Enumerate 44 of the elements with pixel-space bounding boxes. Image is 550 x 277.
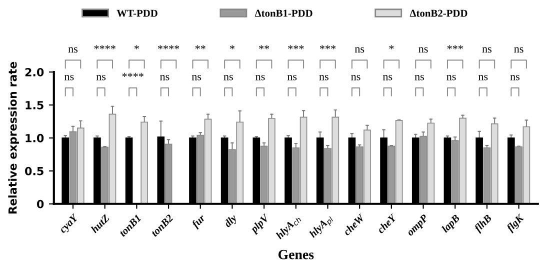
annotation: ns <box>319 74 328 80</box>
text: **** <box>94 45 116 50</box>
text: ** <box>259 45 270 50</box>
x-tick-label: dly <box>223 214 239 230</box>
annotation: ns <box>224 74 233 80</box>
text: ns <box>354 47 364 53</box>
x-tick-label: hlyA$_{pl}$ <box>308 214 335 240</box>
annotation: ns <box>64 74 74 80</box>
y-tick-label: 1.0 <box>26 134 44 142</box>
annotation: ns <box>287 74 297 80</box>
text: * <box>389 45 394 50</box>
legend-label: ΔtonB2-PDD <box>410 10 468 17</box>
text: *** <box>320 45 336 50</box>
text: ns <box>514 47 524 53</box>
annotation: ns <box>192 74 202 80</box>
legend-label: ΔtonB1-PDD <box>254 10 312 17</box>
annotation: ns <box>414 74 424 80</box>
text: ns <box>68 47 78 53</box>
y-tick-label: 1.5 <box>26 101 44 110</box>
annotation: ns <box>446 74 456 80</box>
x-tick-label: hlyA$_{ch}$ <box>275 214 302 241</box>
y-axis-title: Relative expression rate <box>8 62 19 214</box>
legend-label: WT-PDD <box>116 10 158 17</box>
annotation: ns <box>382 74 392 80</box>
annotation: ns <box>256 74 265 80</box>
annotation: **** <box>122 72 144 77</box>
text: *** <box>447 45 463 50</box>
annotation: ns <box>351 74 360 80</box>
y-tick-label: 2.0 <box>25 68 44 76</box>
annotation: ns <box>96 74 106 80</box>
text: ns <box>482 47 492 53</box>
annotation: ns <box>160 74 170 80</box>
text: *** <box>288 45 304 50</box>
annotation: ns <box>478 74 488 80</box>
annotation: ns <box>510 74 520 80</box>
y-tick-label: 0 <box>36 200 44 208</box>
text: ** <box>195 45 206 50</box>
x-tick-label: fur <box>190 214 208 230</box>
text: ns <box>418 47 428 53</box>
text: * <box>230 45 234 50</box>
text: **** <box>158 45 180 50</box>
y-tick-label: 0.5 <box>25 166 44 176</box>
text: * <box>134 45 139 50</box>
x-axis-title: Genes <box>278 250 314 260</box>
